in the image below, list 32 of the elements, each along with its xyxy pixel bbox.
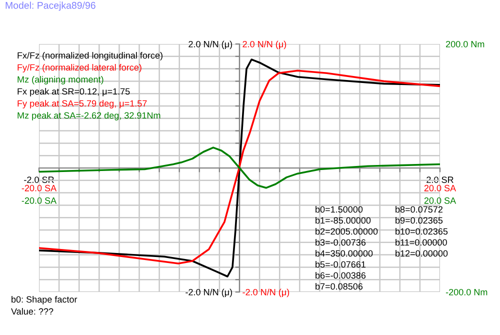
annotation: b8=0.07572: [396, 206, 442, 213]
annotation: b12=0.00000: [396, 250, 448, 257]
annotation: Fx peak at SR=0.12, μ=1.75: [18, 88, 130, 96]
annotation: Fy peak at SA=5.79 deg, μ=1.57: [18, 100, 147, 108]
y-tick-label: -200.0 Nm: [446, 288, 488, 296]
annotation: b6=-0.00386: [316, 272, 366, 279]
x-tick-label: -20.0 SA: [22, 184, 57, 192]
x-tick-label: 20.0 SA: [424, 197, 456, 204]
annotation: b4=350.00000: [316, 250, 373, 257]
y-tick-label: -2.0 N/N (μ): [186, 288, 232, 298]
y-tick-label: -2.0 N/N (μ): [242, 288, 290, 298]
text: b0: Shape factor: [12, 296, 78, 304]
text: Value: ???: [11, 308, 54, 315]
annotation: b0=1.50000: [316, 206, 363, 213]
annotation: Mz peak at SA=-2.62 deg, 32.91Nm: [18, 112, 160, 120]
annotation: b11=0.00000: [396, 239, 447, 246]
text: Mz (aligning moment): [18, 76, 104, 84]
text: Fx/Fz (normalized longitudinal force): [18, 52, 162, 60]
annotation: b10=0.02365: [396, 228, 448, 235]
annotation: b9=0.02365: [396, 217, 443, 224]
x-tick-label: 20.0 SA: [424, 184, 456, 192]
y-tick-label: 2.0 N/N (μ): [242, 40, 286, 50]
annotation: b1=-85.00000: [316, 217, 371, 224]
annotation: b7=0.08506: [316, 283, 363, 290]
text: Fy/Fz (normalized lateral force): [18, 64, 142, 72]
chart-title: Model: Pacejka89/96: [6, 2, 96, 11]
y-tick-label: 200.0 Nm: [446, 40, 484, 48]
annotation: b5=-0.07661: [316, 261, 366, 268]
annotation: b3=-0.00736: [316, 239, 366, 246]
annotation: b2=2005.00000: [316, 228, 378, 235]
y-tick-label: 2.0 N/N (μ): [188, 40, 232, 50]
x-tick-label: -20.0 SA: [22, 197, 57, 204]
